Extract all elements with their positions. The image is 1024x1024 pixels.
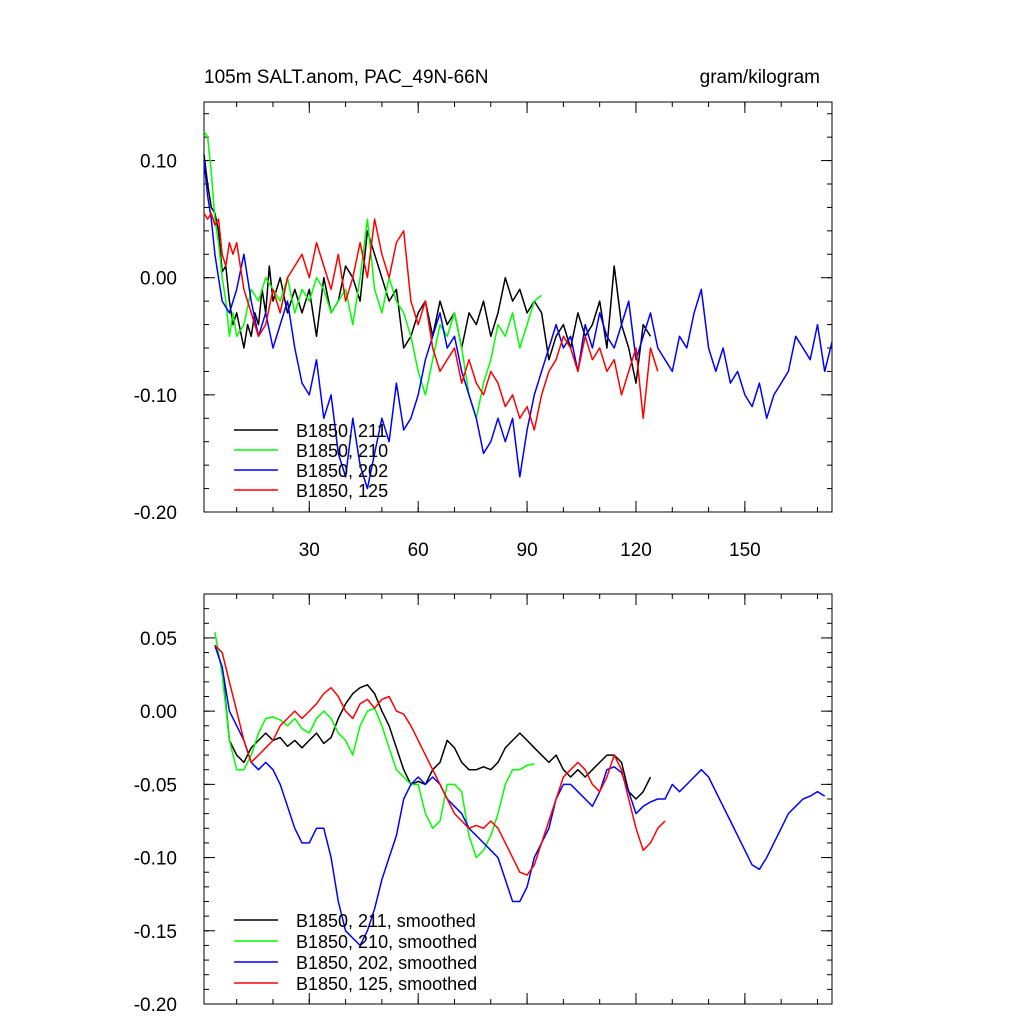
y-tick-label: 0.10 — [140, 152, 177, 173]
bottom-panel: -0.20 -0.15 -0.10 -0.05 0.00 0.05 B1850, 211, … — [134, 593, 833, 1016]
y-tick-label: -0.10 — [134, 386, 177, 407]
legend-label: B1850, 125 — [296, 481, 388, 501]
y-tick-label: 0.00 — [140, 702, 177, 723]
y-tick-label: -0.20 — [134, 503, 177, 524]
series-line — [203, 160, 833, 490]
series-line — [214, 645, 652, 800]
y-tick-label: -0.15 — [134, 922, 177, 943]
x-tick-label: 120 — [620, 540, 652, 561]
y-tick-label: 0.00 — [140, 269, 177, 290]
plot-frame — [203, 101, 833, 513]
series-line — [203, 212, 659, 431]
x-tick-label: 90 — [517, 540, 538, 561]
series-line — [214, 631, 535, 859]
chart-units: gram/kilogram — [700, 67, 820, 88]
x-tick-label: 60 — [408, 540, 429, 561]
legend-label: B1850, 202 — [296, 461, 388, 481]
legend-label: B1850, 210 — [296, 441, 388, 461]
x-tick-label: 150 — [729, 540, 761, 561]
y-tick-label: -0.20 — [134, 995, 177, 1016]
top-panel: 30 60 90 120 150 -0.20 -0.10 0.00 0.10 B1850, 211… — [134, 101, 833, 561]
legend-label: B1850, 211, smoothed — [296, 911, 476, 931]
x-tick-label: 30 — [299, 540, 320, 561]
series-line — [214, 645, 826, 947]
y-tick-label: 0.05 — [140, 629, 177, 650]
chart-title: 105m SALT.anom, PAC_49N-66N — [204, 67, 488, 88]
y-tick-label: -0.10 — [134, 849, 177, 870]
series-line — [203, 154, 652, 384]
legend-label: B1850, 211 — [296, 421, 387, 441]
series-line — [214, 644, 666, 876]
y-tick-label: -0.05 — [134, 775, 177, 796]
legend-label: B1850, 202, smoothed — [296, 953, 477, 973]
legend-label: B1850, 210, smoothed — [296, 932, 477, 952]
series-line — [203, 130, 543, 420]
legend-label: B1850, 125, smoothed — [296, 974, 477, 994]
